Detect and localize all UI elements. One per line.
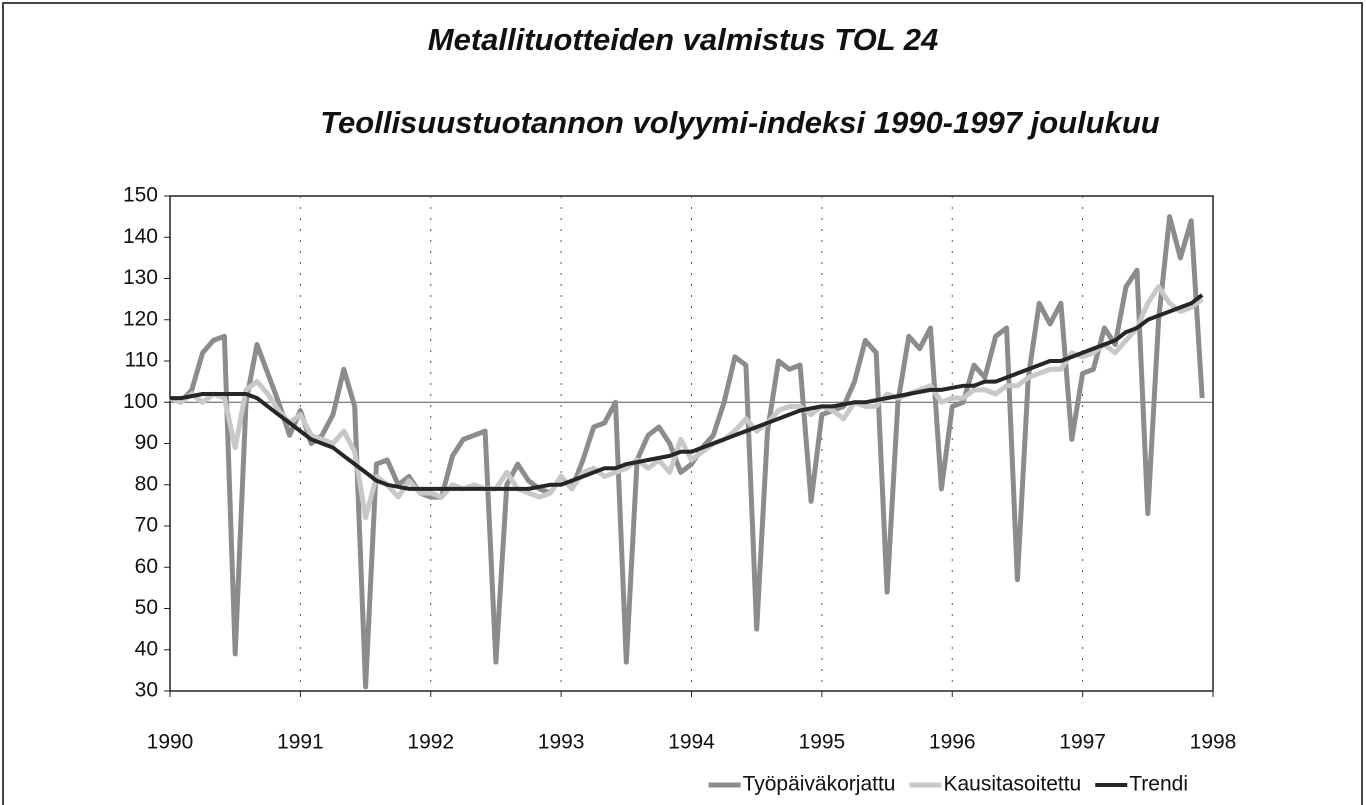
- chart-title: Metallituotteiden valmistus TOL 24: [428, 22, 938, 57]
- y-tick-label: 60: [135, 555, 158, 578]
- y-tick-label: 140: [123, 225, 158, 248]
- y-tick-label: 70: [135, 514, 158, 537]
- x-tick-label: 1991: [277, 731, 324, 754]
- y-tick-label: 50: [135, 596, 158, 619]
- y-tick-label: 30: [135, 679, 158, 702]
- series-line: [169, 284, 1204, 521]
- y-tick-label: 80: [135, 472, 158, 495]
- y-tick-label: 90: [135, 431, 158, 454]
- legend-label: Työpäiväkorjattu: [743, 773, 896, 796]
- series-line: [170, 293, 1204, 491]
- x-tick-label: 1990: [147, 731, 194, 754]
- x-tick-label: 1996: [929, 731, 976, 754]
- x-tick-label: 1994: [668, 731, 715, 754]
- x-tick-label: 1993: [538, 731, 585, 754]
- legend-label: Kausitasoitettu: [943, 773, 1081, 796]
- x-tick-label: 1998: [1190, 731, 1237, 754]
- y-tick-label: 130: [123, 266, 158, 289]
- y-tick-label: 100: [123, 390, 158, 413]
- legend-label: Trendi: [1129, 773, 1188, 796]
- x-tick-label: 1997: [1059, 731, 1106, 754]
- x-tick-label: 1992: [407, 731, 454, 754]
- x-tick-label: 1995: [799, 731, 846, 754]
- y-tick-label: 110: [125, 349, 158, 372]
- chart-subtitle: Teollisuustuotannon volyymi-indeksi 1990…: [320, 105, 1160, 140]
- series-line: [169, 214, 1205, 690]
- y-tick-label: 40: [135, 637, 158, 660]
- y-tick-label: 120: [123, 307, 158, 330]
- y-tick-label: 150: [123, 184, 158, 207]
